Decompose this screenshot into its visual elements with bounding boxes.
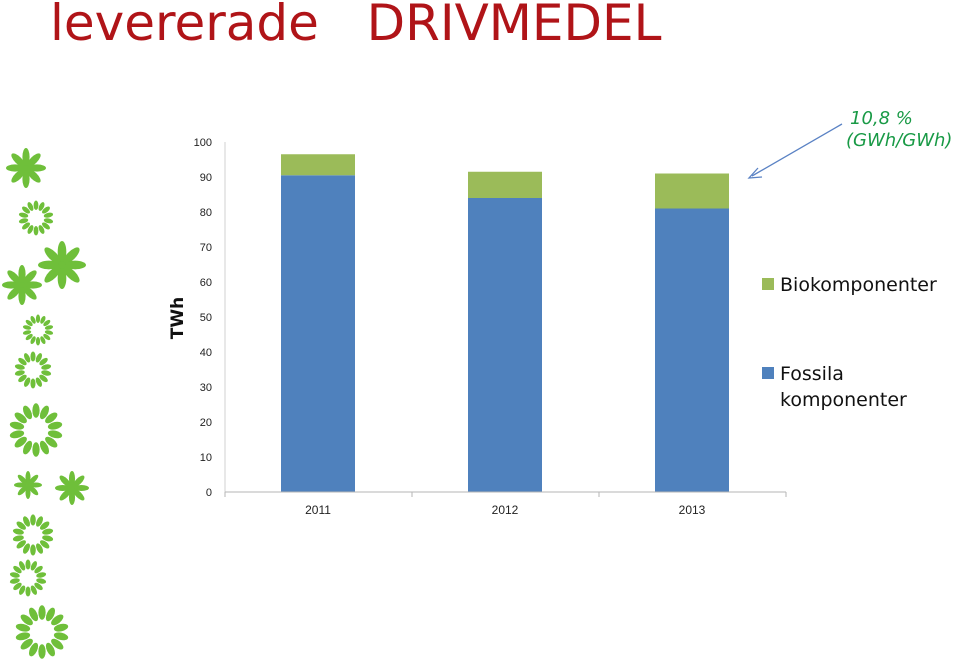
- y-tick-label: 100: [194, 137, 212, 149]
- green-flower-icon: [14, 471, 42, 499]
- y-tick-label: 50: [200, 312, 212, 324]
- green-flower-icon: [6, 148, 46, 188]
- bar-fossil-2011: [281, 175, 355, 492]
- annotation-unit: (GWh/GWh): [846, 130, 952, 152]
- decorative-flower-column: [2, 148, 89, 659]
- green-flower-icon: [2, 265, 42, 305]
- bar-fossil-2012: [468, 198, 542, 492]
- green-flower-icon: [18, 200, 54, 236]
- legend-label-bio: Biokomponenter: [780, 274, 937, 296]
- y-axis-title: TWh: [168, 297, 188, 339]
- y-tick-label: 80: [200, 207, 212, 219]
- green-flower-icon: [15, 605, 69, 659]
- y-tick-label: 0: [206, 487, 212, 499]
- annotation-unit-text: (GWh/GWh): [846, 130, 953, 151]
- legend-swatch-fossil: [762, 367, 774, 379]
- green-flower-icon: [9, 403, 63, 457]
- y-tick-label: 90: [200, 172, 212, 184]
- slide-title: levererade DRIVMEDEL: [50, 0, 662, 52]
- green-flower-icon: [38, 241, 86, 289]
- x-tick-label: 2011: [305, 503, 331, 517]
- y-tick-label: 60: [200, 277, 212, 289]
- legend-label-fossil: Fossila komponenter: [780, 363, 907, 411]
- green-flower-icon: [12, 514, 54, 556]
- legend-swatch-bio: [762, 278, 774, 290]
- y-tick-label: 30: [200, 382, 212, 394]
- green-flower-icon: [22, 314, 54, 346]
- x-tick-label: 2013: [679, 503, 706, 517]
- bar-bio-2011: [281, 154, 355, 176]
- bio-share-annotation: 10,8 % (GWh/GWh): [846, 108, 952, 152]
- bar-fossil-2013: [655, 208, 729, 492]
- y-tick-label: 70: [200, 242, 212, 254]
- bar-bio-2012: [468, 171, 542, 198]
- y-tick-label: 10: [200, 452, 212, 464]
- x-tick-label: 2012: [492, 503, 519, 517]
- green-flower-icon: [55, 471, 89, 505]
- y-tick-label: 40: [200, 347, 212, 359]
- annotation-percent: 10,8 %: [850, 108, 913, 129]
- green-flower-icon: [9, 559, 47, 597]
- annotation-arrow: [747, 123, 843, 179]
- bar-bio-2013: [655, 173, 729, 209]
- y-tick-label: 20: [200, 417, 212, 429]
- green-flower-icon: [14, 351, 52, 389]
